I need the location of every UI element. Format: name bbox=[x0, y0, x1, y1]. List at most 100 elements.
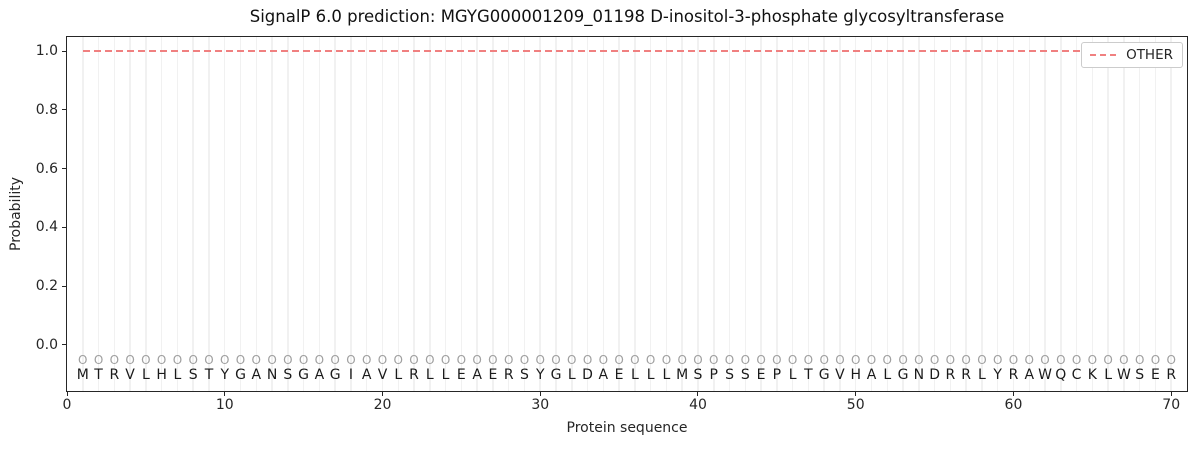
other-probability-line bbox=[82, 50, 1172, 53]
sequence-letter: L bbox=[1104, 366, 1113, 383]
residue-gridline bbox=[697, 37, 699, 391]
x-tick-mark bbox=[539, 392, 541, 396]
residue-gridline bbox=[223, 37, 226, 391]
predicted-label-marker: O bbox=[661, 352, 672, 367]
sequence-letter: G bbox=[298, 366, 310, 383]
x-tick-mark bbox=[697, 392, 699, 396]
sequence-letter: C bbox=[1071, 366, 1082, 383]
predicted-label-marker: O bbox=[693, 352, 703, 367]
predicted-label-marker: O bbox=[425, 352, 435, 367]
y-tick-label: 0.4 bbox=[35, 219, 58, 236]
sequence-letter: Y bbox=[993, 366, 1002, 383]
predicted-label-marker: O bbox=[535, 352, 545, 367]
predicted-label-marker: O bbox=[709, 352, 719, 367]
residue-gridline bbox=[192, 37, 194, 391]
sequence-letter: N bbox=[266, 366, 278, 383]
sequence-letter: G bbox=[897, 366, 909, 383]
residue-gridline bbox=[239, 37, 242, 391]
predicted-label-marker: O bbox=[1071, 352, 1082, 367]
predicted-label-marker: O bbox=[93, 352, 104, 367]
sequence-letter: G bbox=[550, 366, 562, 383]
x-axis-label: Protein sequence bbox=[566, 420, 688, 436]
residue-gridline bbox=[1170, 37, 1172, 391]
predicted-label-marker: O bbox=[314, 352, 325, 367]
residue-gridline bbox=[854, 37, 857, 391]
predicted-label-marker: O bbox=[630, 352, 640, 367]
predicted-label-marker: O bbox=[977, 352, 987, 367]
sequence-letter: P bbox=[772, 366, 782, 383]
residue-gridline bbox=[145, 37, 147, 391]
predicted-label-marker: O bbox=[1008, 352, 1019, 367]
predicted-label-marker: O bbox=[283, 352, 293, 367]
sequence-letter: L bbox=[646, 366, 655, 383]
x-tick-label: 20 bbox=[373, 397, 392, 413]
residue-gridline bbox=[807, 37, 810, 391]
sequence-letter: M bbox=[76, 366, 89, 383]
residue-gridline bbox=[255, 37, 258, 391]
sequence-letter: A bbox=[866, 366, 877, 383]
residue-gridline bbox=[460, 37, 463, 391]
sequence-letter: E bbox=[756, 366, 766, 383]
residue-gridline bbox=[965, 37, 967, 391]
residue-gridline bbox=[665, 37, 668, 391]
x-tick-mark bbox=[1170, 392, 1172, 396]
predicted-label-marker: O bbox=[141, 352, 151, 367]
residue-gridline bbox=[523, 37, 526, 391]
residue-gridline bbox=[649, 37, 652, 391]
sequence-letter: A bbox=[472, 366, 482, 383]
residue-gridline bbox=[1091, 37, 1094, 391]
y-tick-label: 0.8 bbox=[35, 101, 58, 118]
residue-gridline bbox=[902, 37, 904, 391]
predicted-label-marker: O bbox=[645, 352, 656, 367]
residue-gridline bbox=[791, 37, 794, 391]
predicted-label-marker: O bbox=[188, 352, 198, 367]
sequence-letter: W bbox=[1116, 366, 1131, 383]
predicted-label-marker: O bbox=[472, 352, 482, 367]
predicted-label-marker: O bbox=[235, 352, 246, 367]
residue-gridline bbox=[870, 37, 873, 391]
x-tick-label: 40 bbox=[689, 397, 707, 413]
legend: OTHER bbox=[1081, 42, 1183, 69]
predicted-label-marker: O bbox=[346, 352, 356, 367]
x-tick-label: 50 bbox=[846, 397, 865, 413]
predicted-label-marker: O bbox=[519, 352, 530, 367]
predicted-label-marker: O bbox=[267, 352, 277, 367]
residue-gridline bbox=[82, 37, 84, 391]
sequence-letter: A bbox=[1024, 366, 1035, 383]
predicted-label-marker: O bbox=[172, 352, 183, 367]
predicted-label-marker: O bbox=[78, 352, 88, 367]
sequence-letter: D bbox=[929, 366, 940, 383]
predicted-label-marker: O bbox=[1119, 352, 1129, 367]
residue-gridline bbox=[933, 37, 936, 391]
sequence-letter: S bbox=[725, 366, 734, 383]
x-tick-label: 10 bbox=[215, 397, 234, 413]
predicted-label-marker: O bbox=[803, 352, 814, 367]
x-tick-label: 60 bbox=[1004, 397, 1023, 413]
residue-gridline bbox=[413, 37, 415, 391]
predicted-label-marker: O bbox=[440, 352, 451, 367]
sequence-letter: N bbox=[913, 366, 925, 383]
residue-gridline bbox=[160, 37, 163, 391]
sequence-letter: V bbox=[125, 366, 135, 383]
predicted-label-marker: O bbox=[1150, 352, 1161, 367]
residue-gridline bbox=[823, 37, 825, 391]
predicted-label-marker: O bbox=[204, 352, 214, 367]
sequence-letter: L bbox=[630, 366, 639, 383]
sequence-letter: R bbox=[961, 366, 972, 383]
predicted-label-marker: O bbox=[882, 352, 893, 367]
residue-gridline bbox=[507, 37, 510, 391]
residue-gridline bbox=[744, 37, 747, 391]
sequence-letter: A bbox=[251, 366, 262, 383]
residue-gridline bbox=[1154, 37, 1157, 391]
sequence-letter: L bbox=[394, 366, 403, 383]
y-tick-mark bbox=[62, 226, 66, 228]
residue-gridline bbox=[1107, 37, 1109, 391]
predicted-label-marker: O bbox=[156, 352, 167, 367]
sequence-letter: I bbox=[348, 366, 354, 383]
predicted-label-marker: O bbox=[551, 352, 561, 367]
x-tick-mark bbox=[855, 392, 857, 396]
residue-gridline bbox=[996, 37, 999, 391]
predicted-label-marker: O bbox=[409, 352, 419, 367]
sequence-letter: E bbox=[614, 366, 624, 383]
